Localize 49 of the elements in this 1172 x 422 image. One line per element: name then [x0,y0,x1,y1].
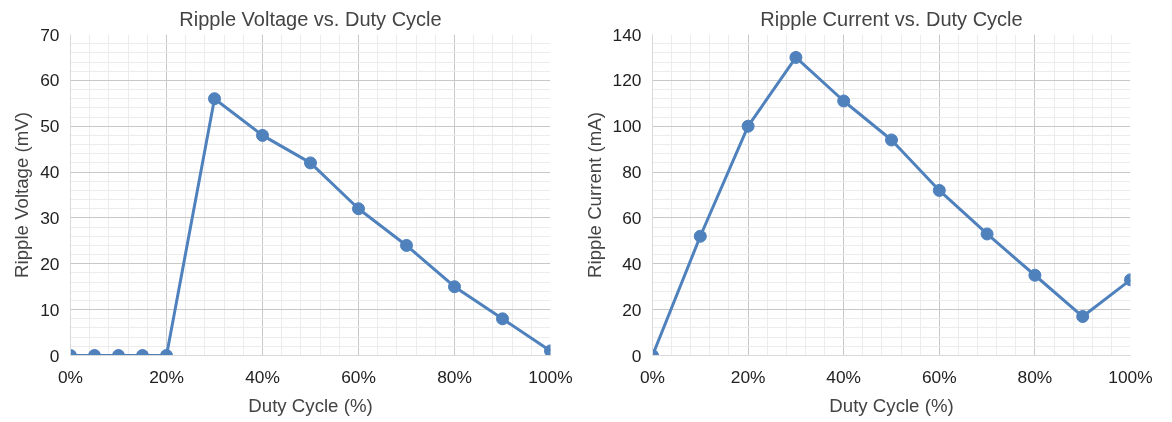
y-tick-label: 0 [49,345,60,366]
y-tick-label: 80 [622,162,642,183]
x-axis-title: Duty Cycle (%) [248,394,373,416]
y-tick-label: 10 [40,299,60,320]
y-tick-label: 140 [612,24,642,45]
x-tick-label: 100% [528,366,573,387]
y-tick-label: 40 [622,253,642,274]
y-tick-label: 40 [40,162,60,183]
point [980,227,994,241]
chart-title: Ripple Current vs. Duty Cycle [760,7,1023,30]
point [448,280,461,294]
point [693,229,707,243]
point [304,156,317,170]
y-tick-label: 60 [40,70,60,91]
x-tick-label: 0% [57,366,84,387]
point [352,202,365,216]
x-tick-label: 40% [826,366,862,387]
y-tick-label: 20 [40,253,60,274]
x-tick-label: 60% [921,366,957,387]
y-axis-title: Ripple Current (mA) [583,112,605,278]
x-tick-label: 100% [1108,366,1153,387]
point [400,238,413,252]
y-tick-label: 20 [622,299,642,320]
y-axis-title: Ripple Voltage (mV) [11,112,33,278]
x-tick-label: 60% [341,366,376,387]
point [208,92,221,106]
y-tick-label: 30 [40,207,60,228]
point [789,50,803,64]
point [1028,268,1042,282]
point [885,133,898,147]
y-tick-label: 0 [631,345,642,366]
point [932,183,946,197]
point [837,94,851,108]
point [1076,310,1090,324]
x-tick-label: 80% [437,366,472,387]
x-tick-label: 40% [245,366,280,387]
y-tick-label: 120 [612,70,642,91]
chart-title: Ripple Voltage vs. Duty Cycle [179,7,442,30]
y-tick-label: 50 [40,116,60,137]
x-tick-label: 80% [1017,366,1053,387]
x-axis-title: Duty Cycle (%) [829,394,954,416]
y-tick-label: 100 [612,116,642,137]
x-tick-label: 20% [730,366,766,387]
y-tick-label: 60 [622,207,642,228]
point [256,128,269,142]
point [741,119,755,133]
x-tick-label: 0% [639,366,666,387]
y-tick-label: 70 [40,24,60,45]
x-tick-label: 20% [149,366,184,387]
